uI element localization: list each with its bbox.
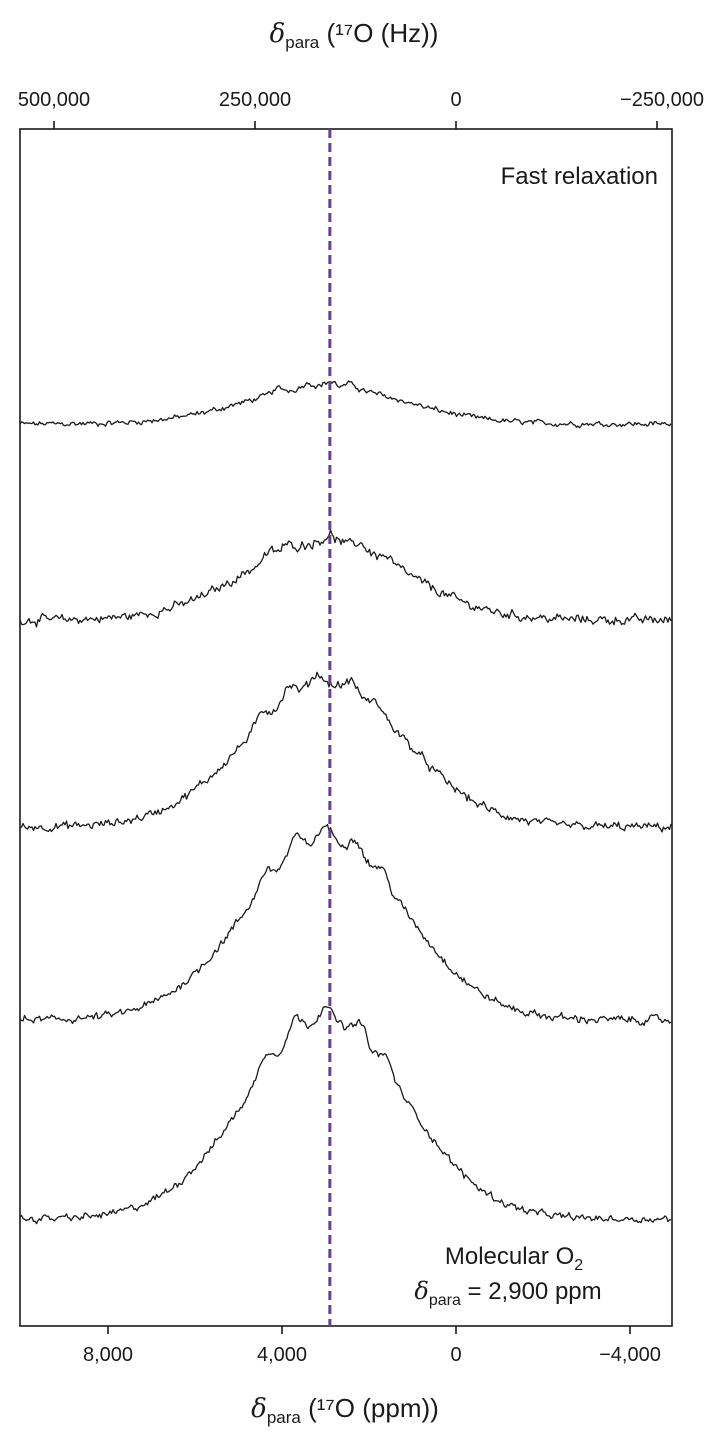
top-tick-label: −250,000 (620, 89, 704, 111)
top-axis-title: δpara (¹⁷O (Hz)) (270, 18, 439, 52)
bottom-tick-label: −4,000 (599, 1344, 661, 1366)
top-tick-label: 0 (450, 89, 461, 111)
delta-para-symbol: δ (414, 1277, 428, 1305)
delta-para-subscript: para (429, 1292, 461, 1309)
spectrum-trace-2 (19, 529, 672, 628)
bottom-axis-symbol: δ (251, 1394, 267, 1424)
spectrum-trace-5 (19, 1006, 672, 1225)
delta-para-value-label: δpara = 2,900 ppm (414, 1277, 601, 1309)
molecular-o2-label: Molecular O2 (445, 1243, 583, 1274)
top-tick-label: 250,000 (219, 89, 291, 111)
top-tick-label: 500,000 (18, 89, 90, 111)
bottom-axis-title: δpara (¹⁷O (ppm)) (251, 1393, 439, 1427)
spectrum-trace-3 (19, 671, 672, 833)
bottom-tick-label: 0 (450, 1344, 461, 1366)
top-axis-label: (¹⁷O (Hz)) (319, 18, 438, 48)
molecular-o2-subscript: 2 (574, 1257, 583, 1274)
spectra-group (19, 380, 672, 1225)
bottom-tick-label: 8,000 (83, 1344, 133, 1366)
molecular-o2-text: Molecular O (445, 1243, 574, 1270)
top-axis-symbol: δ (270, 19, 286, 49)
bottom-axis-label: (¹⁷O (ppm)) (301, 1393, 439, 1423)
bottom-axis-subscript: para (267, 1408, 302, 1427)
top-axis-subscript: para (285, 33, 320, 52)
bottom-tick-label: 4,000 (257, 1344, 307, 1366)
delta-para-value: = 2,900 ppm (461, 1278, 602, 1305)
spectrum-trace-1 (19, 380, 672, 429)
spectrum-trace-4 (19, 823, 672, 1027)
top-axis-ticks: 500,000 250,000 0 −250,000 (18, 89, 704, 129)
bottom-axis-ticks: 8,000 4,000 0 −4,000 (83, 1326, 661, 1366)
fast-relaxation-label: Fast relaxation (501, 163, 658, 190)
plot-frame (19, 128, 673, 1327)
